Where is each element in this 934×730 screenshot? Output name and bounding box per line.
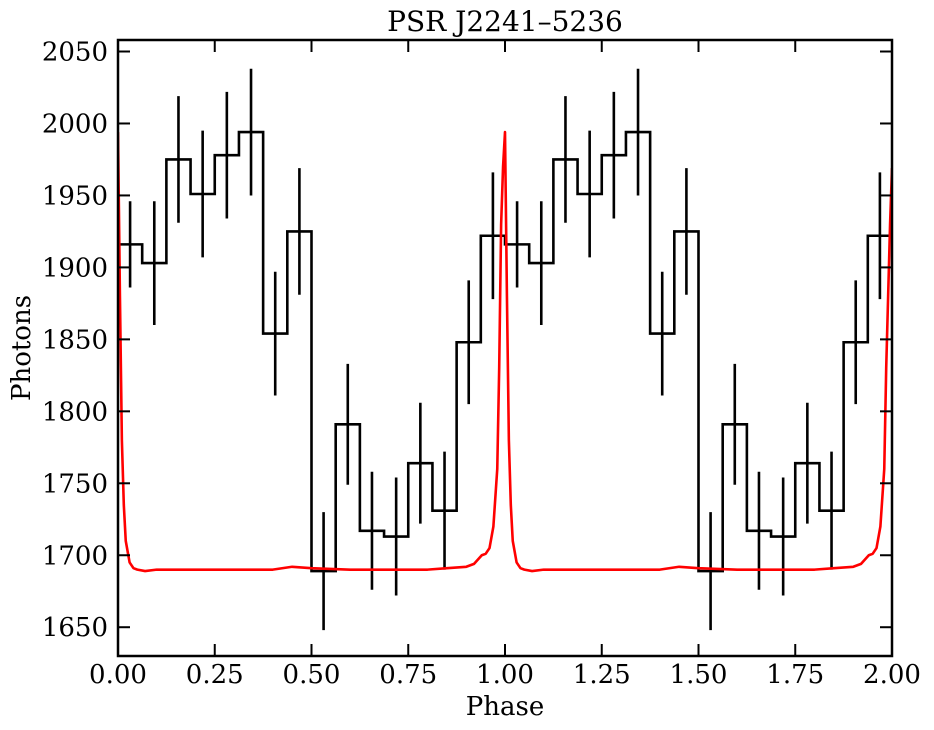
x-tick-label: 0.50 [283,660,341,690]
y-tick-label: 2050 [42,38,108,68]
template-profile-line [118,130,892,573]
y-tick-label: 1900 [42,253,108,283]
x-tick-label: 1.00 [476,660,534,690]
plot-clip-group [118,68,892,631]
plot-frame [116,38,894,658]
y-tick-label: 2000 [42,109,108,139]
chart-title: PSR J2241–5236 [387,5,623,38]
x-tick-label: 2.00 [863,660,921,690]
y-tick-label: 1800 [42,397,108,427]
x-axis-label: Phase [466,692,544,722]
y-tick-label: 1750 [42,469,108,499]
y-tick-label: 1950 [42,181,108,211]
x-tick-label: 1.50 [670,660,728,690]
plot-area [118,68,892,631]
y-axis-label: Photons [7,295,37,401]
x-tick-label: 1.75 [766,660,824,690]
axis-ticks: 0.00 0.25 0.50 0.75 1.00 1.25 1.50 1.75 2.00 1650… [42,38,921,690]
y-tick-label: 1650 [42,613,108,643]
y-tick-label: 1850 [42,325,108,355]
x-tick-label: 0.00 [89,660,147,690]
x-tick-label: 1.25 [573,660,631,690]
x-tick-label: 0.25 [186,660,244,690]
y-tick-label: 1700 [42,541,108,571]
x-tick-label: 0.75 [379,660,437,690]
